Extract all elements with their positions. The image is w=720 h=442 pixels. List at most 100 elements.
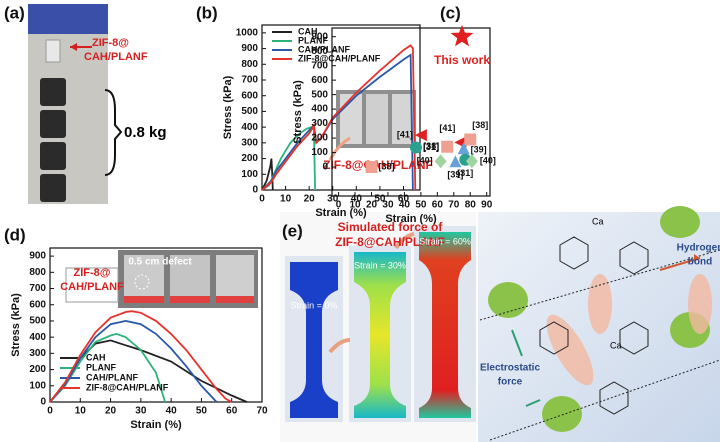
inset-label: ZIF-8@CAH/PLANF <box>323 158 433 172</box>
plot-frame <box>331 27 491 197</box>
y-tick-label: 900 <box>241 43 258 54</box>
x-tick-label: 20 <box>366 200 378 211</box>
x-tick-label: 70 <box>256 406 268 417</box>
point <box>464 133 477 146</box>
y-tick-label: 700 <box>311 60 328 71</box>
photo-a <box>28 4 123 204</box>
point-label: [38] <box>423 141 439 151</box>
point-label: [39] <box>447 170 463 180</box>
y-tick-label: 900 <box>311 31 328 42</box>
y-tick-label: 400 <box>241 122 258 133</box>
x-tick-label: 50 <box>196 406 208 417</box>
panel-label: (a) <box>4 3 25 22</box>
legend-label: CAH/PLANF <box>298 44 350 54</box>
ion-label: Ca <box>592 216 604 226</box>
plot-frame <box>49 247 263 403</box>
sim-title: Simulated force of <box>338 220 444 234</box>
panel-label: (b) <box>196 3 218 22</box>
strain-label: Strain = 30% <box>354 260 406 270</box>
x-tick-label: 30 <box>382 200 394 211</box>
y-tick-label: 800 <box>241 59 258 70</box>
point-label: [31] <box>457 168 473 178</box>
simulation <box>280 212 476 442</box>
point <box>409 141 422 154</box>
x-tick-label: 50 <box>415 200 427 211</box>
y-tick-label: 500 <box>29 316 46 327</box>
series-line <box>49 339 248 403</box>
point-label: [41] <box>397 130 413 140</box>
y-tick-label: 300 <box>311 118 328 129</box>
inset-label: 0.5 cm defect <box>128 257 192 268</box>
y-tick-label: 100 <box>241 169 258 180</box>
y-tick-label: 500 <box>241 106 258 117</box>
x-tick-label: 60 <box>432 200 444 211</box>
y-axis-label: Stress (kPa) <box>10 293 22 357</box>
point <box>414 129 427 142</box>
sample-label: ZIF-8@ <box>92 37 129 49</box>
point-label: [40] <box>480 156 496 166</box>
x-tick-label: 10 <box>75 406 87 417</box>
series-line <box>49 332 166 403</box>
x-tick-label: 60 <box>226 406 238 417</box>
y-tick-label: 600 <box>311 75 328 86</box>
y-tick-label: 400 <box>29 332 46 343</box>
x-axis-label: Strain (%) <box>315 207 367 219</box>
force-label: Electrostatic <box>480 363 540 374</box>
x-axis-label: Strain (%) <box>130 419 182 431</box>
legend-label: CAH <box>86 352 106 362</box>
y-tick-label: 1000 <box>236 27 259 38</box>
panel-label: (d) <box>4 225 26 244</box>
series-line <box>261 44 417 191</box>
strain-label: Strain = 0% <box>291 300 338 310</box>
y-tick-label: 0 <box>322 162 328 173</box>
inset-photo <box>65 250 258 308</box>
y-tick-label: 600 <box>29 299 46 310</box>
y-axis-label: Stress (kPa) <box>292 80 304 144</box>
x-tick-label: 20 <box>105 406 117 417</box>
y-tick-label: 100 <box>29 380 46 391</box>
y-tick-label: 200 <box>241 153 258 164</box>
point <box>449 155 462 168</box>
point-label: [31] <box>423 142 439 152</box>
x-tick-label: 40 <box>351 194 363 205</box>
point-label: [38] <box>379 161 395 171</box>
series-line <box>49 310 233 403</box>
inset-photo <box>328 90 416 161</box>
point <box>465 154 478 169</box>
panel-label: (e) <box>282 221 303 240</box>
annotation: ZIF-8@ <box>73 267 110 279</box>
y-tick-label: 800 <box>29 267 46 278</box>
x-tick-label: 60 <box>398 194 410 205</box>
weight-label: 0.8 kg <box>124 124 167 141</box>
series-line <box>49 319 218 403</box>
x-tick-label: 70 <box>448 200 460 211</box>
legend-label: PLANF <box>298 35 328 45</box>
y-tick-label: 700 <box>29 283 46 294</box>
x-tick-label: 40 <box>399 200 411 211</box>
sample-label: CAH/PLANF <box>84 51 148 63</box>
point-label: This work <box>434 53 490 67</box>
legend-label: CAH <box>298 26 318 36</box>
point <box>434 154 447 169</box>
bond-label: bond <box>688 257 712 268</box>
y-tick-label: 900 <box>29 251 46 262</box>
annotation: CAH/PLANF <box>60 281 124 293</box>
y-tick-label: 600 <box>241 90 258 101</box>
x-tick-label: 10 <box>280 194 292 205</box>
y-tick-label: 300 <box>29 348 46 359</box>
series-line <box>261 158 274 191</box>
plot-frame <box>261 24 421 191</box>
x-tick-label: 0 <box>336 200 342 211</box>
x-tick-label: 30 <box>135 406 147 417</box>
x-tick-label: 40 <box>166 406 178 417</box>
legend-label: CAH/PLANF <box>86 372 138 382</box>
legend-label: ZIF-8@CAH/PLANF <box>86 382 169 392</box>
x-tick-label: 0 <box>259 194 265 205</box>
y-tick-label: 800 <box>311 46 328 57</box>
x-tick-label: 10 <box>349 200 361 211</box>
point-label: [41] <box>439 123 455 133</box>
x-tick-label: 50 <box>374 194 386 205</box>
x-tick-label: 20 <box>304 194 316 205</box>
